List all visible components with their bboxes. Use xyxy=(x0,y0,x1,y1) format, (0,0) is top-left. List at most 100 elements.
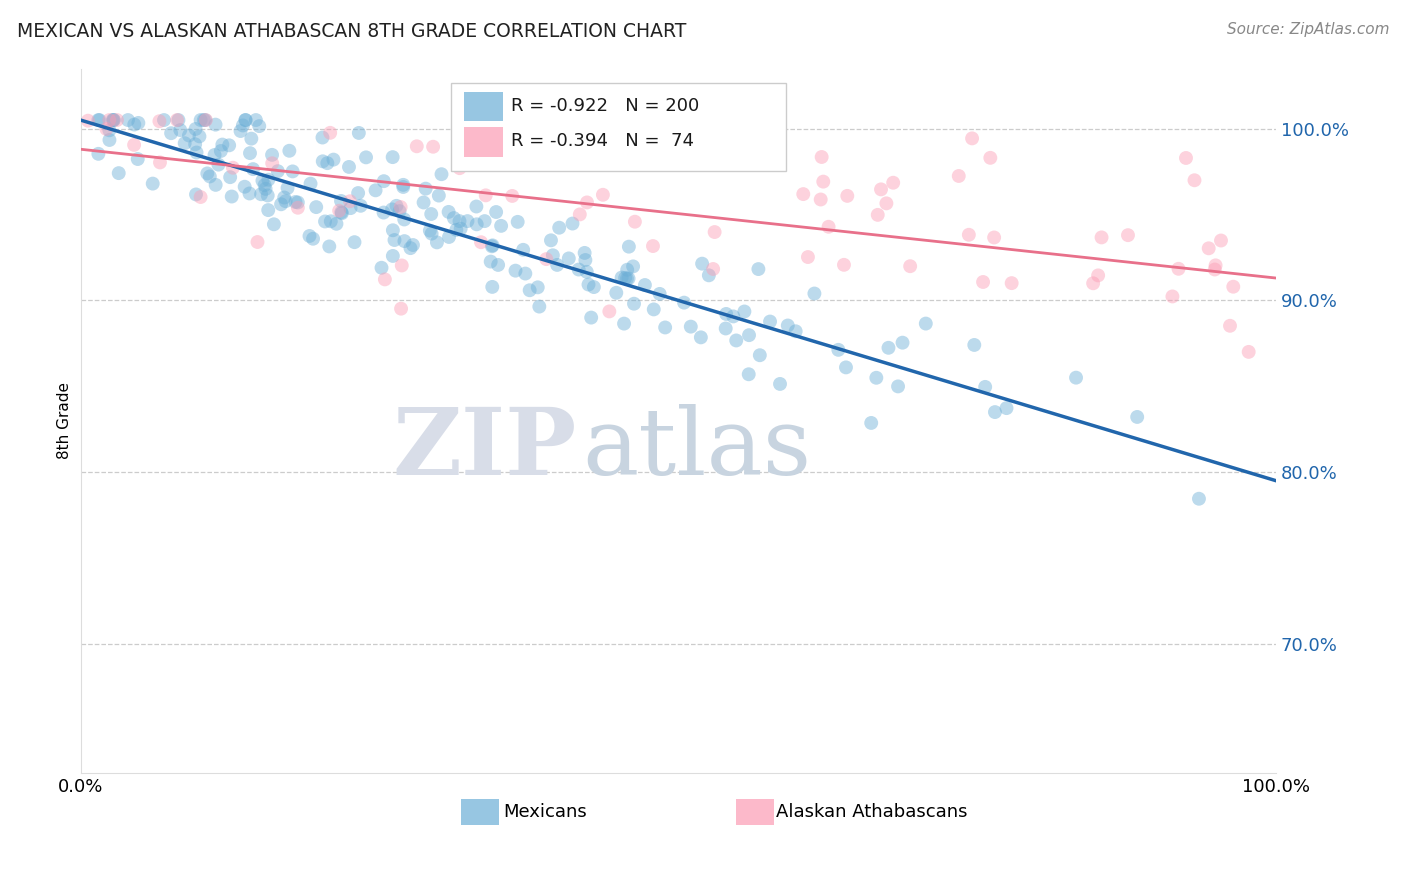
Point xyxy=(273,190,295,204)
Point xyxy=(437,230,460,244)
Point xyxy=(194,113,217,128)
Point xyxy=(898,259,921,273)
Point xyxy=(314,214,336,228)
Point xyxy=(399,241,422,255)
Point xyxy=(262,156,284,170)
Point xyxy=(1087,268,1109,283)
Point xyxy=(891,335,914,350)
Point xyxy=(330,194,353,208)
Point xyxy=(474,188,496,202)
FancyBboxPatch shape xyxy=(464,92,502,121)
Point xyxy=(211,137,233,152)
Point xyxy=(389,200,412,214)
Point xyxy=(759,314,782,328)
Point xyxy=(747,262,769,277)
Point xyxy=(536,252,558,266)
Point xyxy=(298,229,321,244)
Point xyxy=(194,113,217,128)
Point xyxy=(887,379,910,393)
Point xyxy=(605,285,627,300)
Text: atlas: atlas xyxy=(582,404,811,494)
Point xyxy=(882,176,904,190)
Point xyxy=(391,259,413,273)
Point xyxy=(343,235,366,249)
Point xyxy=(860,416,883,430)
Point xyxy=(738,368,761,382)
Point xyxy=(568,262,591,277)
Point xyxy=(817,219,839,234)
Point xyxy=(598,304,620,318)
Point xyxy=(238,186,260,201)
Point xyxy=(148,114,170,128)
Point xyxy=(184,137,207,152)
Text: ZIP: ZIP xyxy=(392,404,576,494)
Point xyxy=(430,167,453,181)
Point xyxy=(240,131,263,145)
Point xyxy=(540,233,562,247)
Point xyxy=(1167,261,1189,276)
Text: MEXICAN VS ALASKAN ATHABASCAN 8TH GRADE CORRELATION CHART: MEXICAN VS ALASKAN ATHABASCAN 8TH GRADE … xyxy=(17,22,686,41)
Point xyxy=(169,123,191,137)
Text: Mexicans: Mexicans xyxy=(503,803,588,821)
Point xyxy=(548,220,571,235)
Point xyxy=(122,137,145,152)
Point xyxy=(153,113,176,128)
Point xyxy=(877,341,900,355)
Point xyxy=(204,118,226,132)
Point xyxy=(384,233,406,247)
Point xyxy=(582,280,605,294)
Point xyxy=(714,321,737,335)
Point xyxy=(733,304,755,318)
Point xyxy=(103,113,125,128)
Point xyxy=(641,239,664,253)
Point xyxy=(204,178,226,192)
Point xyxy=(837,189,859,203)
Point xyxy=(810,150,832,164)
Point xyxy=(173,136,195,151)
Point xyxy=(394,234,416,248)
Point xyxy=(277,181,299,195)
Text: Alaskan Athabascans: Alaskan Athabascans xyxy=(776,803,967,821)
Point xyxy=(506,215,529,229)
Point xyxy=(827,343,849,357)
Point xyxy=(546,258,568,272)
Point xyxy=(561,150,583,164)
Point xyxy=(186,145,208,160)
Text: R = -0.394   N =  74: R = -0.394 N = 74 xyxy=(510,132,695,150)
Point xyxy=(373,174,395,188)
Point xyxy=(529,300,551,314)
Point xyxy=(870,182,893,196)
Point xyxy=(381,150,404,164)
Point xyxy=(1219,318,1241,333)
Point xyxy=(405,139,427,153)
Point xyxy=(373,205,395,219)
Point xyxy=(541,248,564,262)
Point xyxy=(972,275,994,289)
Point xyxy=(614,271,637,285)
Point xyxy=(574,253,596,268)
Point xyxy=(127,116,149,130)
Point xyxy=(576,195,599,210)
Point xyxy=(246,235,269,249)
Point xyxy=(149,155,172,169)
Point xyxy=(350,199,373,213)
Point xyxy=(690,257,713,271)
Point xyxy=(983,230,1005,244)
Point xyxy=(229,124,252,138)
Point xyxy=(284,194,307,209)
Point xyxy=(245,113,267,128)
Point xyxy=(267,164,290,178)
Point xyxy=(723,310,745,324)
Point xyxy=(474,214,496,228)
Point xyxy=(198,169,221,184)
Point xyxy=(339,201,361,215)
Point xyxy=(160,126,183,140)
Point xyxy=(77,113,100,128)
Point xyxy=(190,113,212,128)
Point xyxy=(679,319,702,334)
Point xyxy=(302,232,325,246)
Point xyxy=(127,152,149,166)
Point xyxy=(832,258,855,272)
Point xyxy=(252,173,274,187)
Point xyxy=(257,203,280,218)
